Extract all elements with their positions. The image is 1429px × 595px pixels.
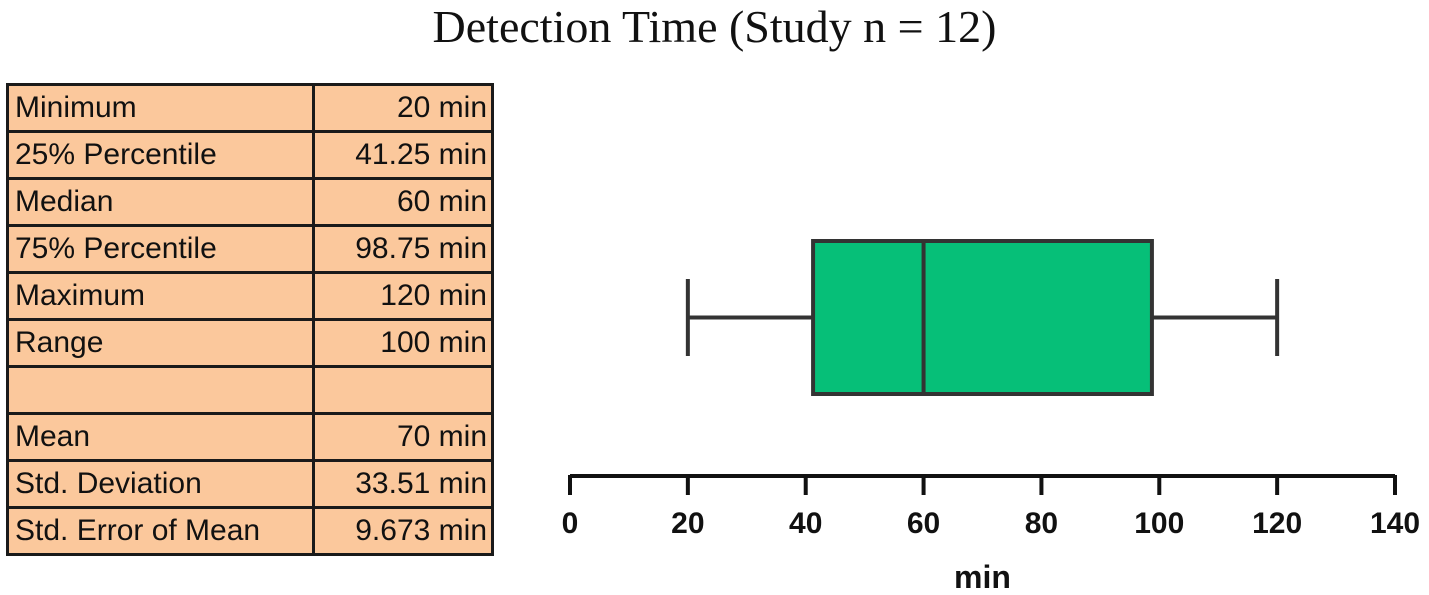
- stat-label: Median: [6, 177, 315, 227]
- table-row: Std. Deviation 33.51 min: [6, 459, 494, 509]
- statistics-table: Minimum 20 min 25% Percentile 41.25 min Medi…: [6, 83, 494, 556]
- stat-label: Maximum: [6, 271, 315, 321]
- table-row: Std. Error of Mean 9.673 min: [6, 506, 494, 556]
- x-tick-label: 80: [1025, 507, 1058, 540]
- stat-value: [312, 365, 494, 415]
- table-row: Mean 70 min: [6, 412, 494, 462]
- stat-label: Minimum: [6, 83, 315, 133]
- table-row: [6, 365, 494, 415]
- stat-label: [6, 365, 315, 415]
- stat-value: 70 min: [312, 412, 494, 462]
- table-row: Minimum 20 min: [6, 83, 494, 133]
- table-row: Maximum 120 min: [6, 271, 494, 321]
- chart-title: Detection Time (Study n = 12): [432, 1, 997, 52]
- stat-value: 20 min: [312, 83, 494, 133]
- stat-label: Std. Error of Mean: [6, 506, 315, 556]
- table-row: Median 60 min: [6, 177, 494, 227]
- stat-label: 25% Percentile: [6, 130, 315, 180]
- stat-label: Range: [6, 318, 315, 368]
- stat-value: 98.75 min: [312, 224, 494, 274]
- x-tick-label: 100: [1134, 507, 1184, 540]
- stat-value: 100 min: [312, 318, 494, 368]
- stat-label: Std. Deviation: [6, 459, 315, 509]
- x-axis-title: min: [954, 559, 1011, 595]
- x-tick-label: 40: [789, 507, 822, 540]
- x-tick-label: 0: [562, 507, 579, 540]
- stat-value: 120 min: [312, 271, 494, 321]
- x-tick-label: 140: [1370, 507, 1420, 540]
- table-row: 75% Percentile 98.75 min: [6, 224, 494, 274]
- stat-value: 33.51 min: [312, 459, 494, 509]
- x-tick-label: 120: [1252, 507, 1302, 540]
- table-row: 25% Percentile 41.25 min: [6, 130, 494, 180]
- x-tick-label: 60: [907, 507, 940, 540]
- stat-value: 60 min: [312, 177, 494, 227]
- stat-label: 75% Percentile: [6, 224, 315, 274]
- interquartile-box: [811, 239, 1154, 396]
- stat-value: 9.673 min: [312, 506, 494, 556]
- x-tick-label: 20: [671, 507, 704, 540]
- stat-label: Mean: [6, 412, 315, 462]
- table-row: Range 100 min: [6, 318, 494, 368]
- stat-value: 41.25 min: [312, 130, 494, 180]
